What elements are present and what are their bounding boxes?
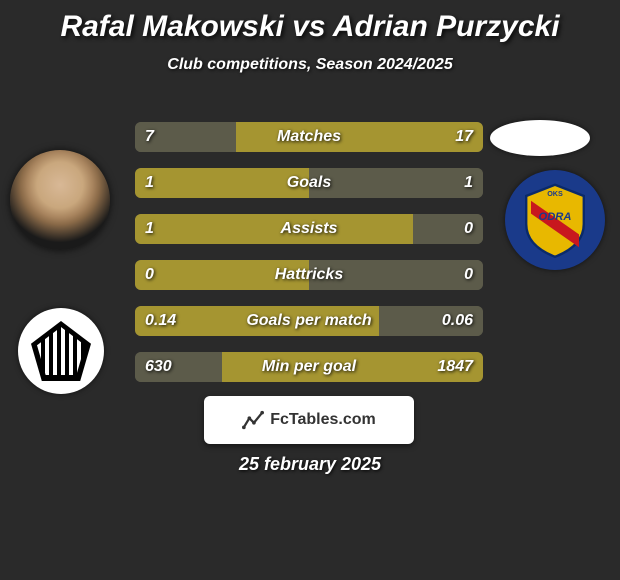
player-right-avatar: [490, 120, 590, 156]
watermark-text: FcTables.com: [270, 411, 376, 429]
svg-text:ODRA: ODRA: [539, 211, 572, 223]
stat-label: Goals per match: [135, 306, 483, 336]
stat-row: 1 1 Goals: [135, 168, 483, 198]
shield-icon: ODRA OKS: [515, 180, 595, 260]
stat-row: 1 0 Assists: [135, 214, 483, 244]
chart-line-icon: [242, 409, 264, 431]
date-label: 25 february 2025: [0, 454, 620, 475]
stat-label: Goals: [135, 168, 483, 198]
stats-panel: 7 17 Matches 1 1 Goals 1 0 Assists 0 0 H…: [135, 122, 483, 398]
svg-text:OKS: OKS: [547, 189, 563, 198]
stat-label: Min per goal: [135, 352, 483, 382]
stat-label: Hattricks: [135, 260, 483, 290]
player-left-avatar: [10, 150, 110, 250]
page-title: Rafal Makowski vs Adrian Purzycki: [0, 0, 620, 44]
watermark: FcTables.com: [204, 396, 414, 444]
stat-row: 0.14 0.06 Goals per match: [135, 306, 483, 336]
stat-row: 630 1847 Min per goal: [135, 352, 483, 382]
stat-label: Assists: [135, 214, 483, 244]
stat-row: 7 17 Matches: [135, 122, 483, 152]
stat-row: 0 0 Hattricks: [135, 260, 483, 290]
stat-label: Matches: [135, 122, 483, 152]
club-badge-right: ODRA OKS: [505, 170, 605, 270]
subtitle: Club competitions, Season 2024/2025: [0, 56, 620, 74]
pentagon-icon: [31, 321, 91, 381]
club-badge-left: [18, 308, 104, 394]
